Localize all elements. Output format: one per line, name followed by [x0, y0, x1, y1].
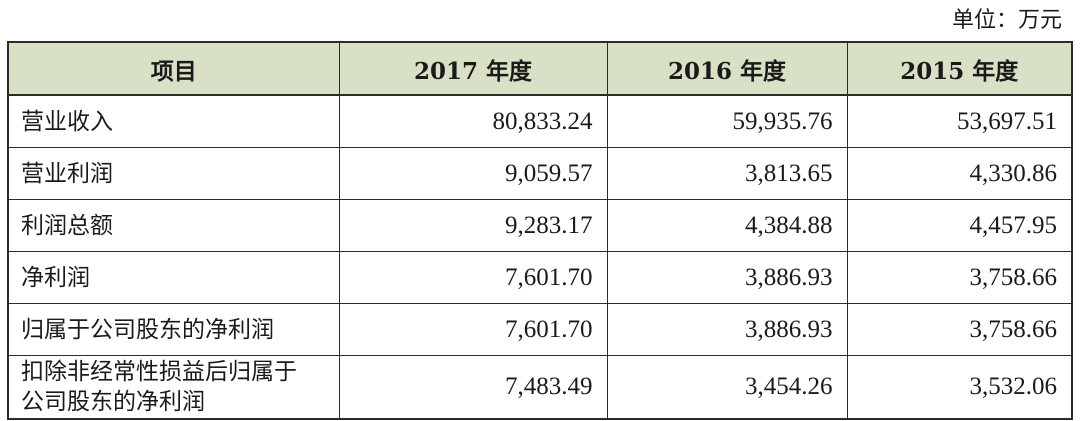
cell-value: 4,384.88 — [606, 199, 848, 252]
row-label-line: 扣除非经常性损益后归属于 — [21, 359, 297, 385]
cell-value: 9,059.57 — [338, 147, 608, 200]
cell-value: 3,886.93 — [606, 303, 848, 356]
table-body: 营业收入 80,833.24 59,935.76 53,697.51 营业利润 … — [7, 94, 1073, 420]
table-row: 归属于公司股东的净利润 7,601.70 3,886.93 3,758.66 — [7, 303, 1073, 356]
cell-value: 3,813.65 — [606, 147, 848, 200]
cell-value: 4,330.86 — [846, 147, 1073, 200]
table-row: 净利润 7,601.70 3,886.93 3,758.66 — [7, 251, 1073, 304]
row-label-net-profit: 净利润 — [7, 251, 340, 304]
row-label-revenue: 营业收入 — [7, 94, 340, 148]
cell-value: 3,758.66 — [846, 251, 1073, 304]
cell-value: 7,483.49 — [338, 355, 608, 420]
cell-value: 9,283.17 — [338, 199, 608, 252]
financial-table: 项目 2017 年度 2016 年度 2015 年度 营业收入 80,833.2… — [7, 41, 1073, 420]
table-row: 利润总额 9,283.17 4,384.88 4,457.95 — [7, 199, 1073, 252]
cell-value: 59,935.76 — [606, 94, 848, 148]
table-row: 扣除非经常性损益后归属于 公司股东的净利润 7,483.49 3,454.26 … — [7, 355, 1073, 420]
cell-value: 4,457.95 — [846, 199, 1073, 252]
header-2017: 2017 年度 — [338, 41, 608, 96]
row-label-net-profit-excl-nonrecurring: 扣除非经常性损益后归属于 公司股东的净利润 — [7, 355, 340, 420]
row-label-total-profit: 利润总额 — [7, 199, 340, 252]
cell-value: 80,833.24 — [338, 94, 608, 148]
row-label-operating-profit: 营业利润 — [7, 147, 340, 200]
table-header: 项目 2017 年度 2016 年度 2015 年度 — [7, 41, 1073, 96]
cell-value: 7,601.70 — [338, 251, 608, 304]
header-2016: 2016 年度 — [606, 41, 848, 96]
cell-value: 7,601.70 — [338, 303, 608, 356]
table-row: 营业收入 80,833.24 59,935.76 53,697.51 — [7, 94, 1073, 148]
unit-label: 单位：万元 — [951, 8, 1062, 33]
cell-value: 3,758.66 — [846, 303, 1073, 356]
cell-value: 3,532.06 — [846, 355, 1073, 420]
table-row: 营业利润 9,059.57 3,813.65 4,330.86 — [7, 147, 1073, 200]
row-label-line: 公司股东的净利润 — [21, 389, 205, 415]
row-label-net-profit-attributable: 归属于公司股东的净利润 — [7, 303, 340, 356]
cell-value: 53,697.51 — [846, 94, 1073, 148]
header-row: 项目 2017 年度 2016 年度 2015 年度 — [7, 41, 1073, 96]
header-2015: 2015 年度 — [846, 41, 1073, 96]
header-item: 项目 — [7, 41, 340, 96]
cell-value: 3,886.93 — [606, 251, 848, 304]
cell-value: 3,454.26 — [606, 355, 848, 420]
